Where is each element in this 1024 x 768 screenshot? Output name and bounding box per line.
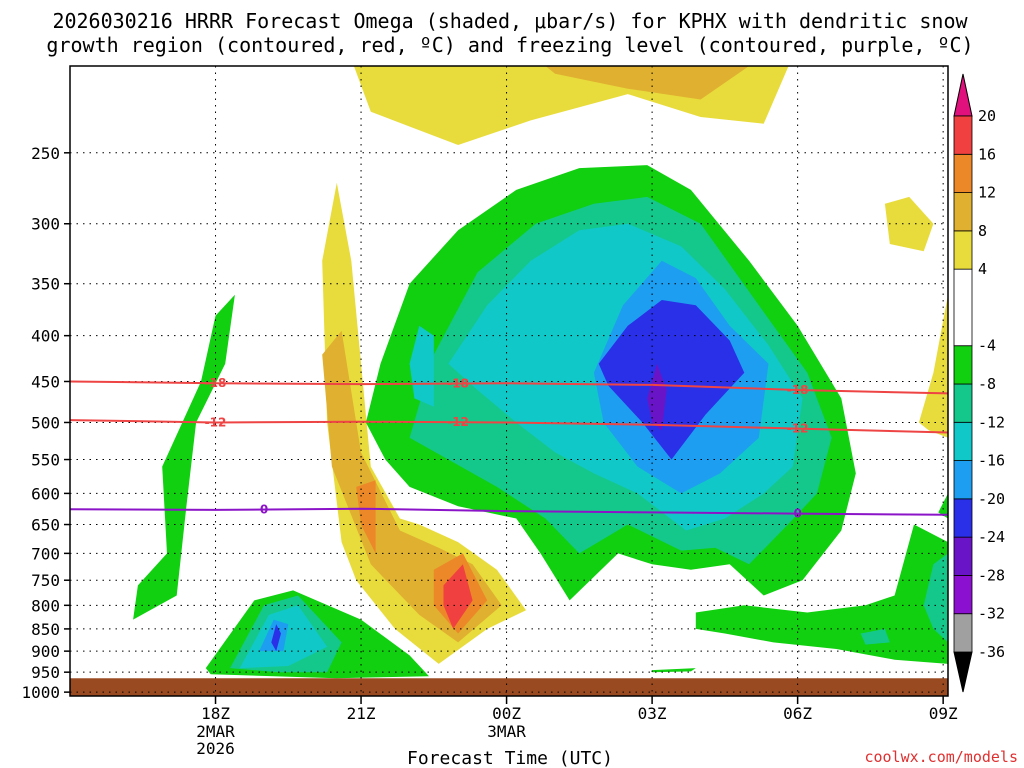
colorbar-label-8: 8 bbox=[978, 222, 987, 240]
colorbar-label--4: -4 bbox=[978, 337, 996, 355]
x-axis-label: Forecast Time (UTC) bbox=[407, 748, 613, 768]
contour-line-1 bbox=[70, 419, 948, 434]
colorbar-label--16: -16 bbox=[978, 452, 1005, 470]
x-tick-sublabel-2MAR: 2MAR bbox=[196, 722, 235, 741]
contour-label-2-0: 0 bbox=[260, 502, 268, 516]
omega-region-24 bbox=[923, 553, 948, 643]
ground-fill bbox=[70, 678, 948, 696]
omega-region-2 bbox=[356, 480, 376, 554]
colorbar-swatch-1 bbox=[953, 575, 973, 615]
y-tick-label-500: 500 bbox=[31, 413, 60, 432]
colorbar: -36 -32 -28 -24 -20 -16 -12 -8 -4 4 8 12 16 20 bbox=[953, 73, 1005, 693]
y-tick-label-600: 600 bbox=[31, 484, 60, 503]
y-tick-label-1000: 1000 bbox=[21, 683, 60, 702]
x-tick-label-21Z: 21Z bbox=[347, 704, 376, 723]
colorbar-label--36: -36 bbox=[978, 643, 1005, 661]
contour-label-0-1: -18 bbox=[447, 376, 469, 390]
contour-label-1-1: -12 bbox=[447, 415, 469, 429]
y-axis: 250 300 350 400 450 500 550 600 650 700 750 800 850 9… bbox=[21, 144, 70, 702]
colorbar-swatch-7 bbox=[953, 345, 973, 385]
y-tick-label-950: 950 bbox=[31, 663, 60, 682]
colorbar-swatch-2 bbox=[953, 536, 973, 576]
colorbar-bottom-arrow bbox=[953, 651, 973, 693]
x-tick-label-06Z: 06Z bbox=[783, 704, 812, 723]
contour-label-1-0: -12 bbox=[205, 415, 227, 429]
x-tick-sublabel-3MAR: 3MAR bbox=[487, 722, 526, 741]
omega-region-25 bbox=[860, 628, 890, 645]
colorbar-label-4: 4 bbox=[978, 260, 987, 278]
omega-region-4 bbox=[443, 564, 473, 629]
colorbar-label--12: -12 bbox=[978, 413, 1005, 431]
x-tick-label-18Z: 18Z bbox=[201, 704, 230, 723]
y-tick-label-750: 750 bbox=[31, 571, 60, 590]
contour-label-0-0: -18 bbox=[205, 376, 227, 390]
chart-title-line-2: growth region (contoured, red, ºC) and f… bbox=[46, 33, 973, 57]
y-tick-label-650: 650 bbox=[31, 516, 60, 535]
y-tick-label-400: 400 bbox=[31, 327, 60, 346]
y-tick-label-800: 800 bbox=[31, 596, 60, 615]
y-tick-label-250: 250 bbox=[31, 144, 60, 163]
credit-text: coolwx.com/models bbox=[864, 748, 1018, 766]
colorbar-label--8: -8 bbox=[978, 375, 996, 393]
omega-region-26 bbox=[652, 668, 696, 673]
colorbar-swatch-12 bbox=[953, 115, 973, 155]
contour-label-1-2: -12 bbox=[787, 422, 809, 436]
contour-label-0-2: -18 bbox=[787, 383, 809, 397]
colorbar-swatch-8 bbox=[953, 268, 973, 347]
omega-region-9 bbox=[133, 294, 235, 620]
omega-region-5 bbox=[353, 66, 789, 145]
colorbar-label--32: -32 bbox=[978, 605, 1005, 623]
y-tick-label-300: 300 bbox=[31, 215, 60, 234]
colorbar-swatch-10 bbox=[953, 192, 973, 232]
colorbar-label--20: -20 bbox=[978, 490, 1005, 508]
omega-region-20 bbox=[647, 363, 667, 431]
y-tick-label-900: 900 bbox=[31, 642, 60, 661]
y-tick-label-450: 450 bbox=[31, 372, 60, 391]
contour-labels: -18 -18 -18 -12 -12 -12 0 0 bbox=[205, 376, 809, 521]
omega-region-21 bbox=[409, 325, 434, 407]
y-tick-label-850: 850 bbox=[31, 620, 60, 639]
temperature-contours bbox=[70, 380, 948, 516]
omega-region-6 bbox=[545, 66, 750, 100]
contour-label-2-1: 0 bbox=[793, 507, 801, 521]
x-tick-label-09Z: 09Z bbox=[929, 704, 958, 723]
x-tick-label-03Z: 03Z bbox=[638, 704, 667, 723]
y-tick-label-550: 550 bbox=[31, 451, 60, 470]
colorbar-label-16: 16 bbox=[978, 145, 996, 163]
colorbar-label-12: 12 bbox=[978, 184, 996, 202]
omega-region-14 bbox=[271, 624, 281, 652]
colorbar-label--28: -28 bbox=[978, 566, 1005, 584]
omega-region-23 bbox=[938, 493, 948, 519]
ground-layer bbox=[70, 678, 948, 696]
omega-region-19 bbox=[598, 300, 745, 460]
x-tick-sublabel-2026: 2026 bbox=[196, 739, 235, 758]
colorbar-swatch-11 bbox=[953, 153, 973, 193]
colorbar-swatch-6 bbox=[953, 383, 973, 423]
colorbar-swatch-4 bbox=[953, 460, 973, 500]
contour-line-2 bbox=[70, 507, 948, 516]
grid-lines bbox=[70, 66, 948, 696]
colorbar-top-arrow bbox=[953, 73, 973, 117]
x-tick-label-00Z: 00Z bbox=[492, 704, 521, 723]
y-tick-label-350: 350 bbox=[31, 275, 60, 294]
colorbar-swatch-9 bbox=[953, 230, 973, 270]
y-tick-label-700: 700 bbox=[31, 544, 60, 563]
contour-line-0 bbox=[70, 380, 948, 395]
colorbar-swatch-5 bbox=[953, 421, 973, 461]
colorbar-label-20: 20 bbox=[978, 107, 996, 125]
omega-shading bbox=[133, 66, 948, 679]
chart-title-line-1: 2026030216 HRRR Forecast Omega (shaded, … bbox=[52, 9, 968, 33]
colorbar-swatch-3 bbox=[953, 498, 973, 538]
colorbar-swatch-0 bbox=[953, 613, 973, 653]
omega-region-8 bbox=[918, 294, 948, 438]
colorbar-label--24: -24 bbox=[978, 528, 1005, 546]
